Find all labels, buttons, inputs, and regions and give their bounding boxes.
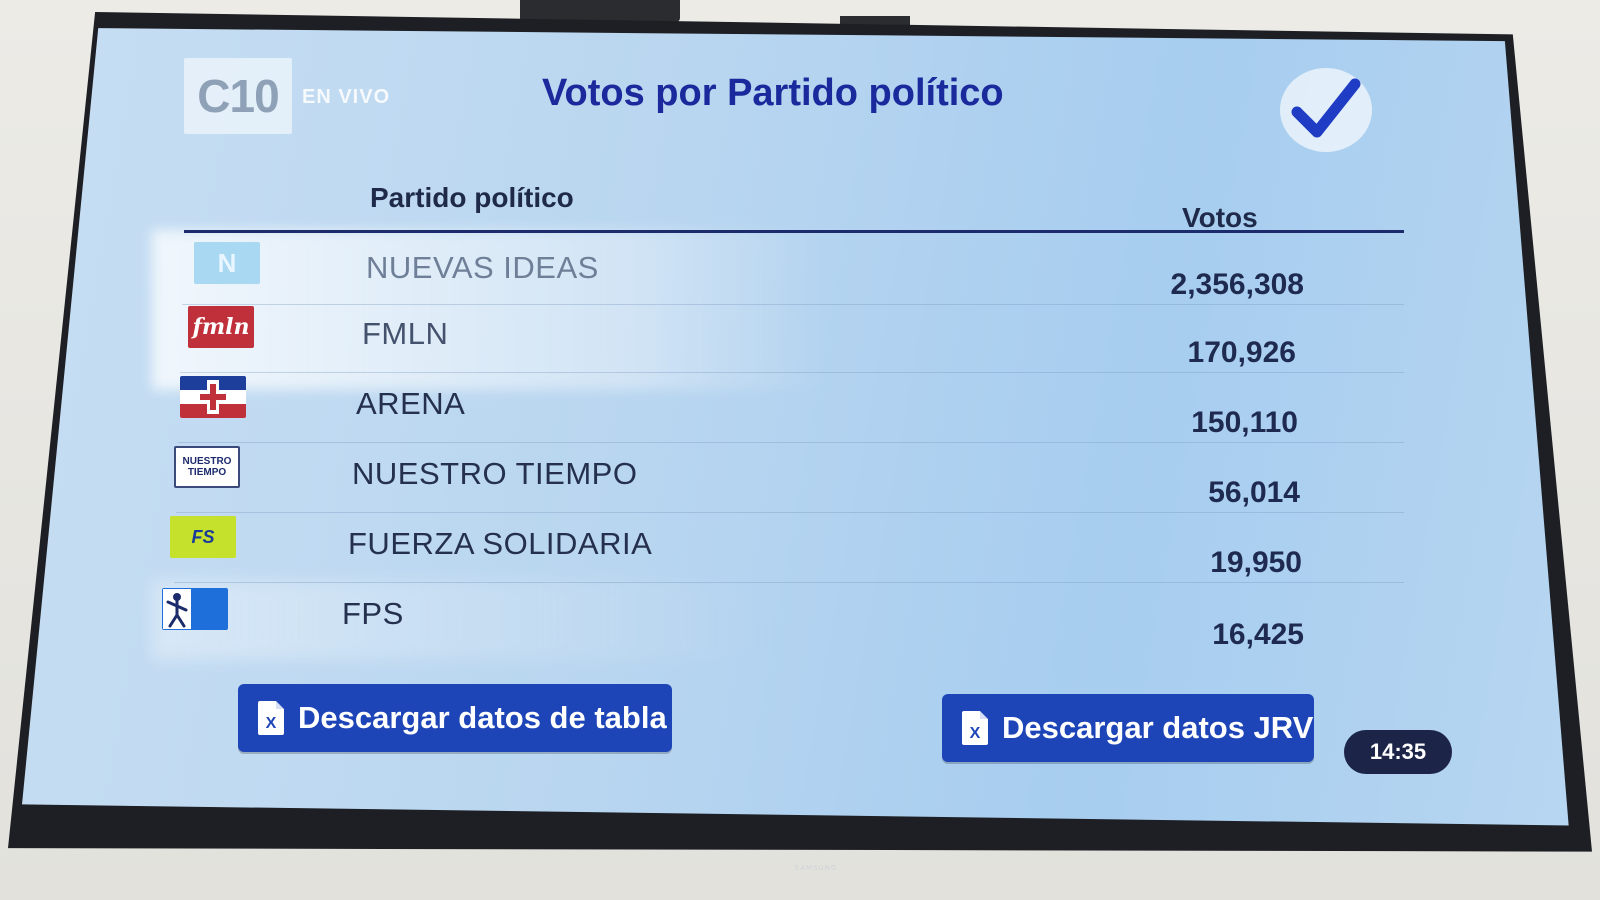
nuestro-tiempo-logo-text: NUESTRO TIEMPO	[182, 456, 232, 478]
logo-text: C10	[197, 70, 279, 122]
arena-flag-icon	[180, 376, 246, 418]
file-icon-glyph: X	[265, 715, 277, 732]
arena-logo	[180, 376, 246, 418]
party-votes: 2,356,308	[1170, 268, 1304, 301]
header-divider	[184, 230, 1404, 233]
table-row: fmln FMLN 170,926	[22, 306, 1569, 372]
tv-screen: C10 EN VIVO Votos por Partido político P…	[22, 28, 1569, 826]
table-row: ARENA 150,110	[22, 376, 1569, 442]
download-jrv-button[interactable]: X Descargar datos JRV	[942, 694, 1314, 762]
party-name: FMLN	[362, 316, 449, 351]
row-divider	[180, 372, 1404, 373]
live-label: EN VIVO	[302, 86, 391, 108]
nuestro-tiempo-logo: NUESTRO TIEMPO	[174, 446, 240, 488]
row-divider	[176, 512, 1404, 513]
row-divider	[182, 304, 1404, 305]
column-header-party: Partido político	[370, 182, 574, 213]
download-table-label: Descargar datos de tabla	[298, 700, 667, 735]
party-name: FPS	[342, 596, 404, 631]
row-divider	[178, 442, 1404, 443]
fuerza-solidaria-logo: FS	[170, 516, 236, 558]
download-table-button[interactable]: X Descargar datos de tabla	[238, 684, 672, 752]
party-votes: 19,950	[1210, 546, 1302, 579]
table-row: FS FUERZA SOLIDARIA 19,950	[22, 516, 1569, 582]
party-name: NUESTRO TIEMPO	[352, 456, 638, 491]
fmln-logo: fmln	[188, 306, 254, 348]
party-votes: 56,014	[1208, 476, 1300, 509]
download-jrv-label: Descargar datos JRV	[1002, 710, 1314, 745]
nuevas-ideas-logo-text: N	[217, 247, 237, 278]
fps-logo	[162, 588, 228, 630]
tv-mount	[520, 0, 680, 22]
fps-figure-icon	[162, 588, 228, 630]
party-name: FUERZA SOLIDARIA	[348, 526, 653, 561]
screen-glare-lower	[152, 580, 792, 660]
screen-glare	[152, 230, 832, 390]
table-row: FPS 16,425	[22, 586, 1569, 652]
party-votes: 16,425	[1212, 618, 1304, 651]
column-header-votes: Votos	[1182, 202, 1258, 233]
row-divider	[174, 582, 1404, 583]
table-row: N NUEVAS IDEAS 2,356,308	[22, 238, 1569, 304]
party-votes: 150,110	[1191, 406, 1298, 439]
verified-badge	[1280, 68, 1372, 152]
excel-file-icon: X	[258, 701, 284, 735]
page-title: Votos por Partido político	[542, 72, 1004, 114]
fmln-logo-text: fmln	[192, 314, 250, 340]
checkmark-icon	[1291, 78, 1361, 138]
party-name: NUEVAS IDEAS	[366, 250, 599, 285]
table-row: NUESTRO TIEMPO NUESTRO TIEMPO 56,014	[22, 446, 1569, 512]
tv-brand: SAMSUNG	[794, 864, 838, 872]
excel-file-icon: X	[962, 711, 988, 745]
nuevas-ideas-logo: N	[194, 242, 260, 284]
file-icon-glyph: X	[969, 725, 981, 742]
c10-logo: C10	[184, 58, 292, 134]
clock-badge: 14:35	[1344, 730, 1452, 774]
party-name: ARENA	[356, 386, 466, 421]
party-votes: 170,926	[1187, 336, 1296, 369]
fuerza-solidaria-logo-text: FS	[191, 526, 215, 547]
